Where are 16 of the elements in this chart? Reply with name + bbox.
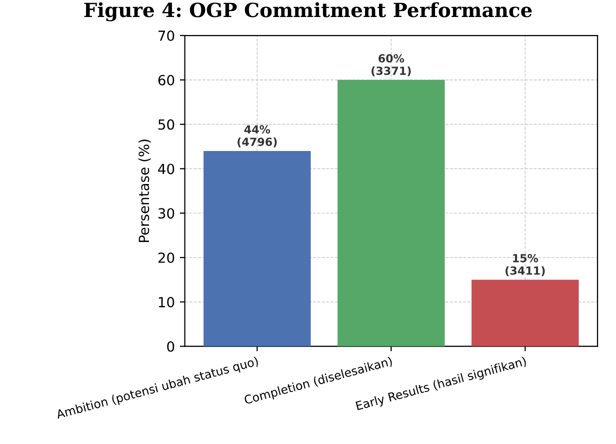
y-tick-label: 50: [158, 119, 174, 130]
chart-title: Figure 4: OGP Commitment Performance: [84, 2, 532, 22]
bar: [472, 280, 579, 346]
y-axis-title: Persentase (%): [138, 140, 151, 242]
bar: [204, 150, 311, 346]
y-tick-label: 0: [167, 341, 174, 352]
y-tick-label: 60: [158, 74, 174, 86]
y-tick-label: 70: [158, 30, 174, 41]
data-label: 44% (4796): [238, 125, 277, 148]
y-tick-label: 20: [158, 252, 174, 263]
y-tick-label: 10: [158, 296, 174, 308]
y-tick-label: 30: [158, 208, 174, 219]
data-label: 15% (3411): [506, 254, 545, 276]
y-tick-label: 40: [158, 164, 174, 174]
data-label: 60% (3371): [372, 54, 411, 76]
bar: [338, 80, 445, 346]
